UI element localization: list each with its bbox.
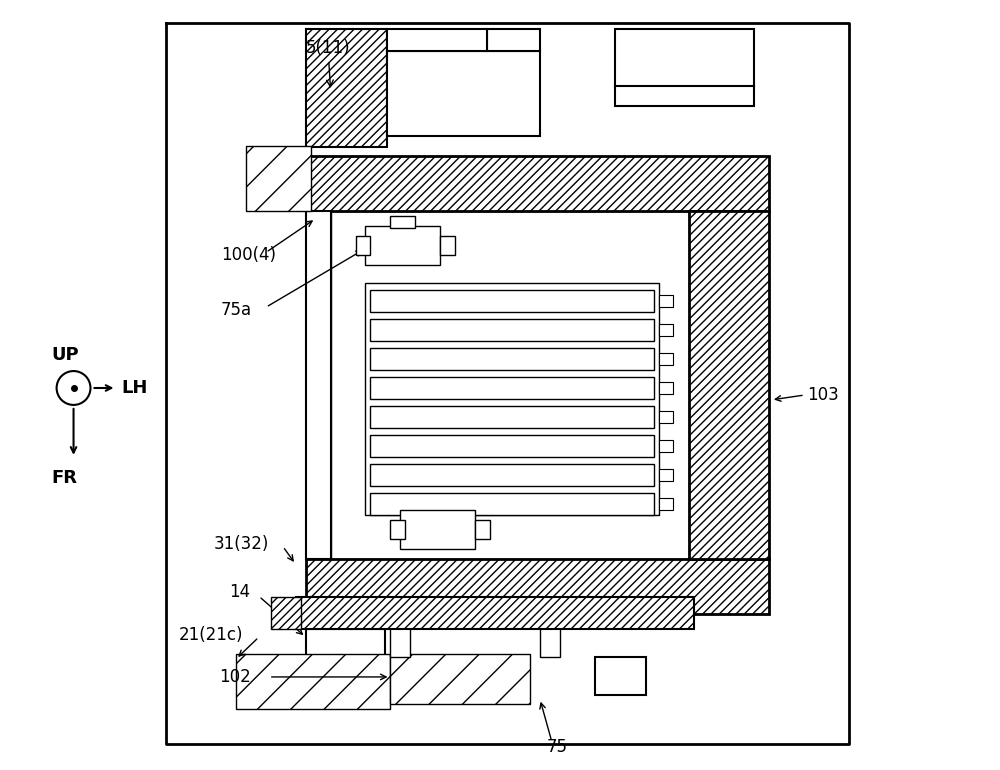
Bar [390,654,530,704]
Bar [370,377,654,399]
Bar [659,497,673,510]
Text: FR: FR [52,469,78,487]
Bar [390,216,415,228]
Bar [306,211,331,559]
Bar [475,520,490,540]
Bar [356,236,370,256]
Bar [306,559,769,614]
Bar [689,211,769,559]
Bar [365,283,659,514]
Bar [659,411,673,423]
Text: 75a: 75a [221,301,252,320]
Bar [306,629,385,667]
Bar [370,435,654,457]
Bar [306,156,769,211]
Bar [615,86,754,106]
Text: 102: 102 [219,668,251,686]
Bar [615,29,754,87]
Bar [296,598,694,629]
Text: 14: 14 [229,583,250,601]
Text: 21(21c): 21(21c) [179,626,244,644]
Text: UP: UP [52,346,79,364]
Bar [659,382,673,394]
Bar [387,52,540,136]
Bar [370,320,654,341]
Bar [595,657,646,695]
Text: 100(4): 100(4) [221,246,276,264]
Bar [659,353,673,365]
Bar [370,290,654,313]
Bar [659,324,673,336]
Bar [365,226,440,266]
Bar [390,627,410,657]
Bar [370,348,654,370]
Bar [400,510,475,550]
Bar [659,440,673,452]
Bar [236,654,390,709]
Bar [370,464,654,486]
Bar [370,406,654,428]
Bar [387,29,487,52]
Bar [440,236,455,256]
Text: LH: LH [121,379,148,397]
Text: 101: 101 [249,177,281,195]
Text: 103: 103 [807,386,839,404]
Text: 5(11): 5(11) [306,39,350,87]
Bar [370,493,654,514]
Bar [306,29,387,147]
Bar [390,520,405,540]
Bar [487,29,540,52]
Text: 31(32): 31(32) [214,535,269,554]
Text: 75: 75 [547,738,568,755]
Bar [540,627,560,657]
Bar [271,598,301,629]
Bar [331,211,689,559]
Bar [659,469,673,480]
Bar [659,296,673,307]
Bar [246,146,311,211]
